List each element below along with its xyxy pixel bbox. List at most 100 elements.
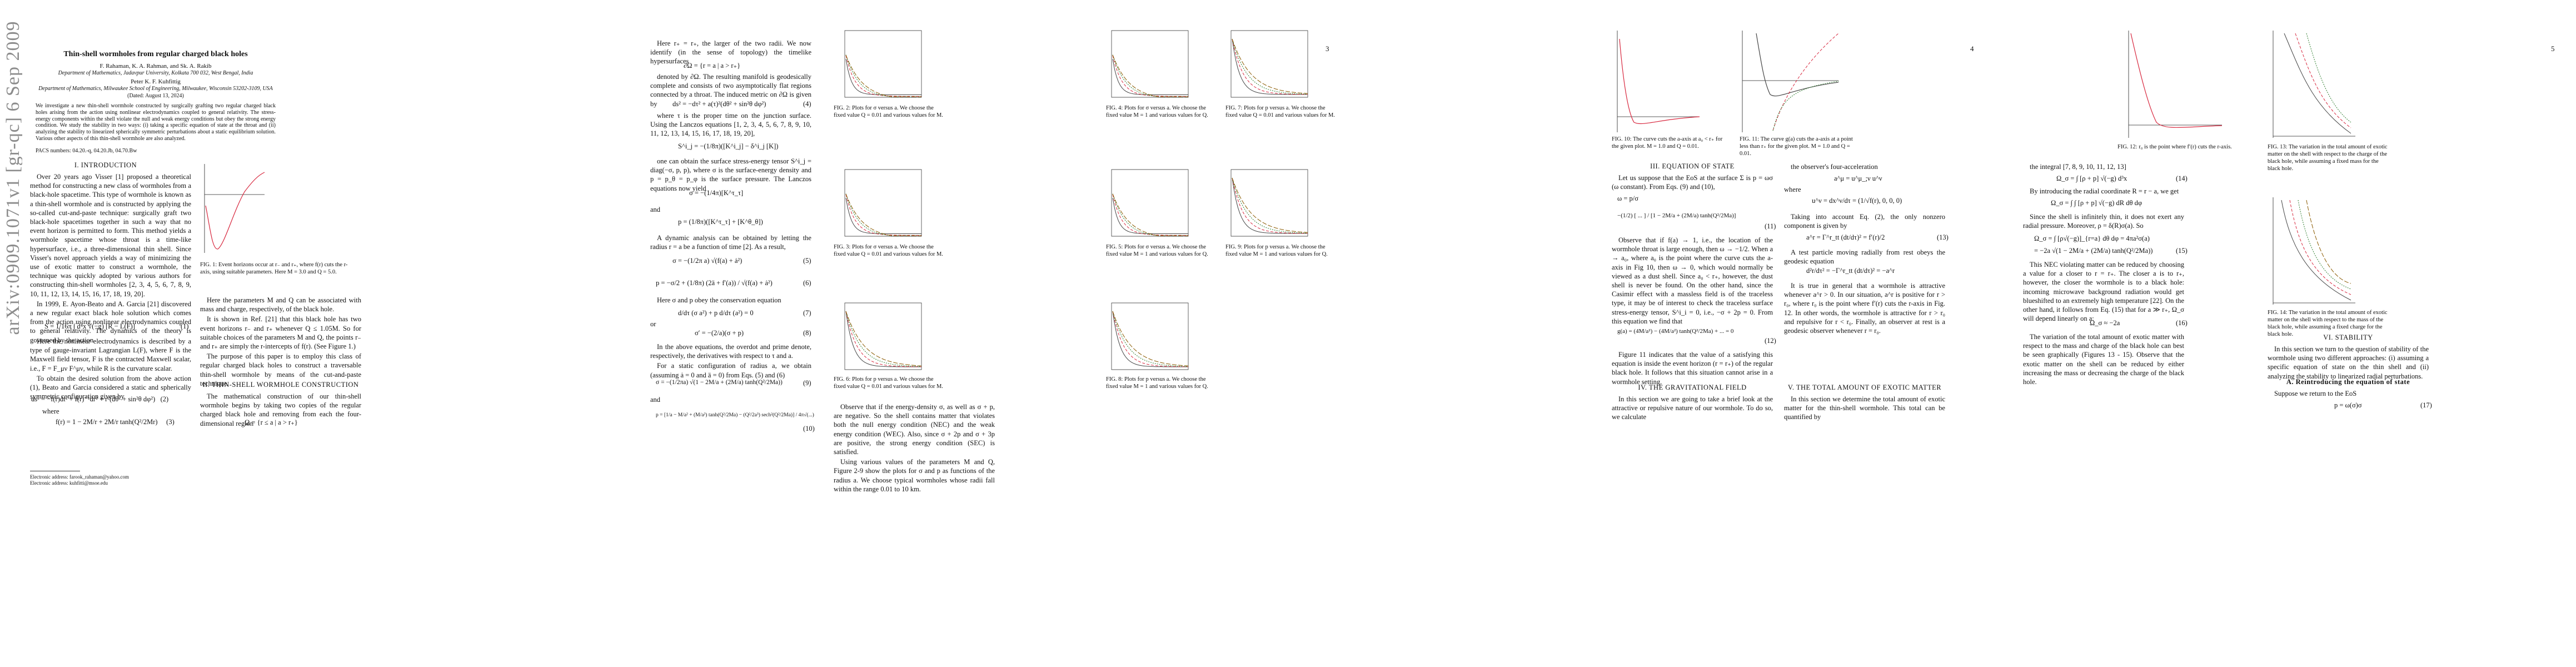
series-line [1232, 177, 1308, 234]
equation: Ω = {r ≤ a | a > r₊} [245, 419, 298, 426]
paragraph: A dynamic analysis can be obtained by le… [650, 234, 811, 251]
body-text: the observer's four-acceleration [1784, 162, 1945, 172]
series-line [2289, 200, 2351, 295]
paragraph: It is shown in Ref. [21] that this black… [200, 315, 361, 351]
figure-13 [2273, 31, 2355, 138]
authors: Peter K. F. Kuhfittig [131, 78, 181, 85]
section-heading: IV. THE GRAVITATIONAL FIELD [1638, 384, 1747, 391]
paragraph: Observe that if the energy-density σ, as… [834, 403, 995, 456]
subsection-heading: A. Reintroducing the equation of state [2286, 378, 2410, 386]
paragraph: denoted by ∂Ω. The resulting manifold is… [650, 73, 811, 108]
paragraph: Suppose we return to the EoS [2274, 390, 2357, 397]
figure-caption: FIG. 6: Plots for p versus a. We choose … [834, 376, 943, 390]
figure-4 [1111, 30, 1189, 98]
series-line [845, 193, 921, 236]
body-text: Observe that if the energy-density σ, as… [834, 402, 995, 495]
equation: Ω_σ ≈ −2a [2090, 319, 2120, 327]
equation-number: (16) [2176, 319, 2188, 327]
body-text: Here the parameters M and Q can be assoc… [200, 296, 361, 389]
figure-9 [1230, 169, 1308, 237]
paragraph: Over 20 years ago Visser [1] proposed a … [30, 173, 191, 298]
equation-number: (10) [803, 425, 815, 432]
paper-title: Thin-shell wormholes from regular charge… [63, 50, 248, 58]
series-line [1112, 311, 1189, 367]
figure-6 [844, 302, 922, 370]
equation: ∂Ω = {r = a | a > r₊} [684, 62, 741, 69]
equation: ds² = −f(r)dt² + f(r)⁻¹dr² + r²(dθ² + si… [31, 395, 169, 403]
series-line [1112, 311, 1189, 366]
paragraph: In this section we are going to take a b… [1612, 395, 1773, 421]
series-line [1232, 38, 1308, 95]
series-line [1112, 54, 1188, 97]
page-1: Thin-shell wormholes from regular charge… [22, 0, 645, 667]
and-label: and [650, 396, 661, 404]
authors: F. Rahaman, K. A. Rahman, and Sk. A. Rak… [99, 63, 212, 69]
equation: Ω_σ = ∫ [ρ + p] √(−g) d³x [2056, 175, 2127, 182]
body-text: Let us suppose that the EoS at the surfa… [1612, 173, 1773, 192]
paragraph: For a static configuration of radius a, … [650, 362, 811, 379]
figure-caption: FIG. 1: Event horizons occur at r₋ and r… [200, 262, 348, 275]
page-3: 3 FIG. 4: Plots for σ versus a. We choos… [1106, 0, 1339, 667]
section-heading: II. THIN-SHELL WORMHOLE CONSTRUCTION [202, 381, 359, 389]
figure-caption: FIG. 4: Plots for σ versus a. We choose … [1106, 105, 1208, 118]
series-line [2306, 200, 2351, 284]
equation-number: (1) [181, 322, 189, 330]
series-line [845, 55, 921, 97]
series-line [2130, 33, 2223, 128]
plot-frame [844, 302, 922, 370]
equation: g(a) = (4M/a²) − (4M/a²) tanh(Q²/2Ma) + … [1617, 328, 1734, 335]
affiliation: Department of Mathematics, Milwaukee Sch… [38, 86, 273, 92]
figure-caption: FIG. 11: The curve g(a) cuts the a-axis … [1740, 136, 1853, 157]
equation: u^ν = dx^ν/dτ = (1/√f(r), 0, 0, 0) [1812, 197, 1902, 205]
equation: S = 1/16π ∫ d⁴x √(−g) [R − L(F)] [44, 322, 135, 330]
figure-caption: FIG. 2: Plots for σ versus a. We choose … [834, 105, 943, 118]
figure-3 [844, 169, 922, 237]
series-line [2281, 200, 2351, 301]
figure-5 [1111, 169, 1189, 237]
section-heading: I. INTRODUCTION [74, 161, 137, 169]
body-text: where τ is the proper time on the juncti… [650, 111, 811, 140]
body-text: The variation of the total amount of exo… [2023, 332, 2184, 387]
paragraph: In 1999, E. Ayon-Beato and A. Garcia [21… [30, 300, 191, 344]
page-number: 5 [2551, 44, 2555, 53]
series-line [1772, 33, 1839, 131]
series-line [845, 193, 921, 236]
section-heading: III. EQUATION OF STATE [1650, 162, 1735, 170]
series-line [1232, 38, 1308, 95]
date: (Dated: August 13, 2024) [127, 93, 184, 99]
paragraph: In the above equations, the overdot and … [650, 343, 811, 360]
series-line [1232, 38, 1308, 94]
equation-number: (12) [1765, 337, 1776, 345]
figure-8 [1111, 302, 1189, 370]
paragraph: It is true in general that a wormhole is… [1784, 282, 1945, 335]
figure-12 [2128, 31, 2223, 138]
equation: σ = −(1/4π)[K^τ_τ] [689, 189, 744, 197]
paragraph: Here r₊ = r₊, the larger of the two radi… [650, 39, 811, 66]
figure-caption: FIG. 7: Plots for p versus a. We choose … [1225, 105, 1335, 118]
series-line [1112, 54, 1188, 97]
paragraph: Taking into account Eq. (2), the only no… [1784, 213, 1945, 230]
body-text: denoted by ∂Ω. The resulting manifold is… [650, 72, 811, 109]
paragraph: A test particle moving radially from res… [1784, 248, 1945, 266]
series-line [1232, 177, 1308, 234]
body-text: By introducing the radial coordinate R =… [2023, 187, 2184, 197]
paragraph: the observer's four-acceleration [1791, 163, 1878, 171]
equation-number: (17) [2420, 401, 2432, 409]
paragraph: Figure 11 indicates that the value of a … [1612, 351, 1773, 386]
equation: a^μ = u^μ_;ν u^ν [1834, 175, 1882, 182]
body-text: This NEC violating matter can be reduced… [2023, 260, 2184, 324]
series-line [2284, 33, 2351, 134]
figure-caption: FIG. 3: Plots for σ versus a. We choose … [834, 244, 943, 257]
paragraph: By introducing the radial coordinate R =… [2030, 187, 2179, 195]
figure-caption: FIG. 10: The curve cuts the a-axis at a₀… [1612, 136, 1723, 150]
plot-frame [1230, 30, 1308, 98]
section-heading: V. THE TOTAL AMOUNT OF EXOTIC MATTER [1787, 384, 1942, 391]
equation-number: (8) [803, 329, 811, 337]
series-line [845, 311, 922, 367]
series-line [1112, 55, 1188, 97]
plot-frame [844, 30, 922, 98]
series-line [1112, 311, 1189, 367]
body-text: Over 20 years ago Visser [1] proposed a … [30, 172, 191, 346]
equation: p = −σ/2 + (1/8π) (2ä + f′(a)) / √(f(a) … [656, 279, 773, 287]
body-text: In this section we turn to the question … [2268, 345, 2429, 382]
